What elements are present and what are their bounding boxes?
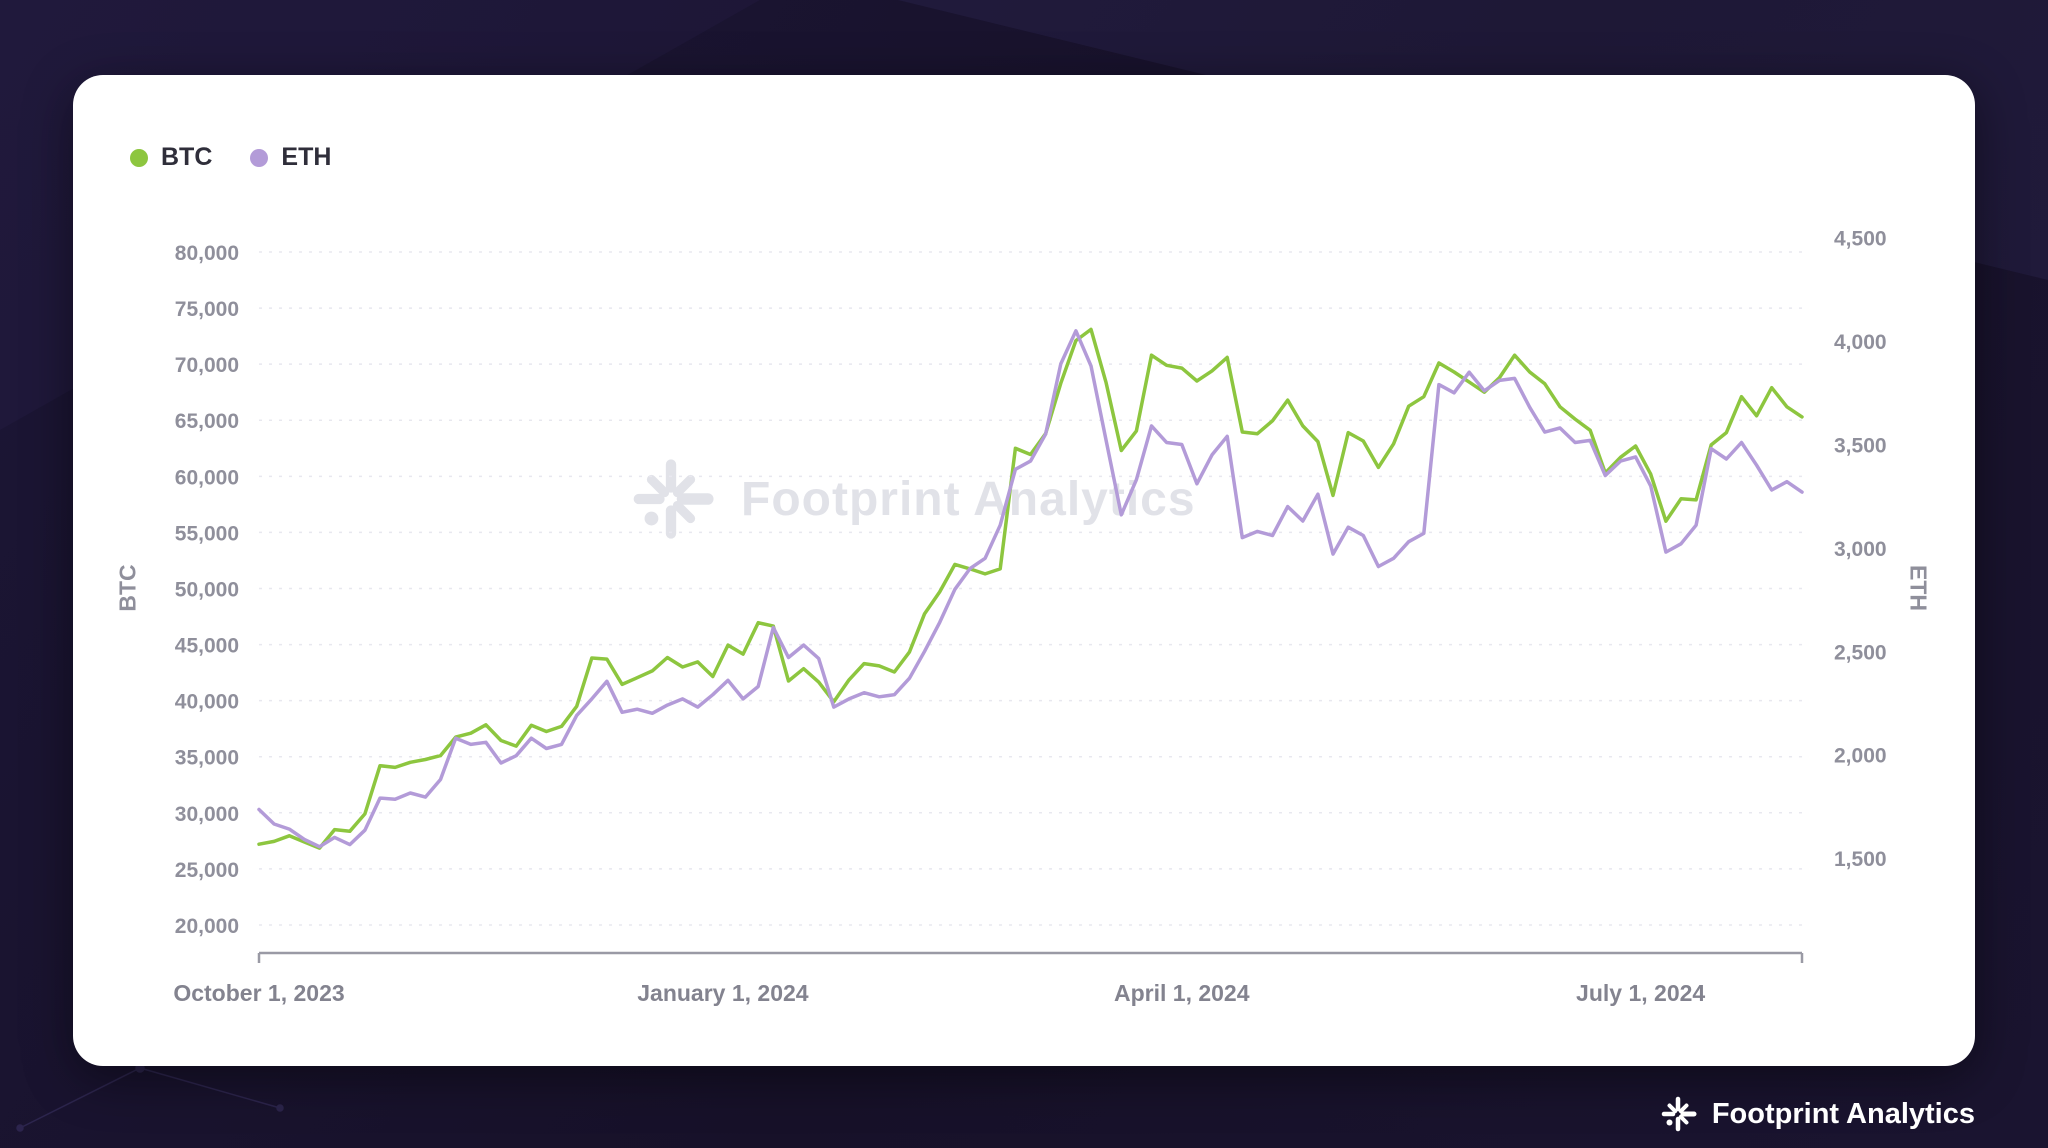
btc-axis-tick-label: 35,000 bbox=[175, 747, 239, 770]
btc-legend-dot-icon bbox=[130, 148, 148, 167]
footer-brand[interactable]: Footprint Analytics bbox=[1658, 1094, 1975, 1134]
btc-axis-tick-label: 70,000 bbox=[175, 354, 239, 377]
price-line-chart: 20,000 25,000 30,000 35,000 40,000 45,000 50,0… bbox=[173, 228, 1887, 1006]
btc-axis-tick-label: 50,000 bbox=[175, 578, 239, 601]
x-axis-tick-label: October 1, 2023 bbox=[173, 980, 344, 1006]
eth-axis-tick-label: 1,500 bbox=[1834, 848, 1887, 871]
btc-axis-tick-label: 45,000 bbox=[175, 635, 239, 658]
btc-axis-tick-label: 75,000 bbox=[175, 298, 239, 321]
eth-legend-dot-icon bbox=[250, 148, 269, 167]
footer-brand-text: Footprint Analytics bbox=[1711, 1097, 1975, 1130]
eth-axis-tick-label: 4,000 bbox=[1834, 331, 1887, 354]
eth-axis-tick-label: 3,000 bbox=[1834, 538, 1887, 561]
btc-legend-label: BTC bbox=[161, 143, 213, 171]
footprint-flower-icon bbox=[633, 459, 714, 539]
x-axis-tick-label: July 1, 2024 bbox=[1576, 980, 1705, 1006]
btc-axis-tick-label: 25,000 bbox=[175, 859, 239, 882]
eth-line bbox=[257, 329, 1804, 849]
btc-axis-tick-label: 40,000 bbox=[175, 691, 239, 714]
btc-axis-tick-label: 55,000 bbox=[175, 522, 239, 545]
eth-legend-label: ETH bbox=[281, 143, 332, 171]
chart-card: BTC ETH Footprint Analytics BTC ETH 20,0… bbox=[73, 75, 1975, 1066]
eth-axis-tick-label: 2,500 bbox=[1834, 641, 1887, 664]
footprint-flower-logo-icon bbox=[1661, 1096, 1697, 1132]
x-axis-tick-label: January 1, 2024 bbox=[637, 980, 809, 1006]
btc-axis-tick-label: 60,000 bbox=[175, 466, 239, 489]
eth-axis-tick-label: 2,000 bbox=[1834, 745, 1887, 768]
left-axis-title: BTC bbox=[114, 564, 141, 612]
eth-axis-tick-label: 3,500 bbox=[1834, 435, 1887, 458]
btc-axis-tick-label: 30,000 bbox=[175, 803, 239, 826]
btc-line bbox=[257, 327, 1804, 850]
btc-axis-tick-label: 20,000 bbox=[175, 915, 239, 938]
chart-legend: BTC ETH bbox=[130, 143, 331, 172]
eth-axis-tick-label: 4,500 bbox=[1834, 228, 1887, 251]
right-axis-title: ETH bbox=[1905, 565, 1932, 611]
legend-item-eth[interactable]: ETH bbox=[250, 143, 331, 172]
x-axis-tick-label: April 1, 2024 bbox=[1114, 980, 1250, 1006]
legend-item-btc[interactable]: BTC bbox=[130, 143, 212, 172]
btc-axis-tick-label: 65,000 bbox=[175, 410, 239, 433]
btc-axis-tick-label: 80,000 bbox=[175, 242, 239, 265]
